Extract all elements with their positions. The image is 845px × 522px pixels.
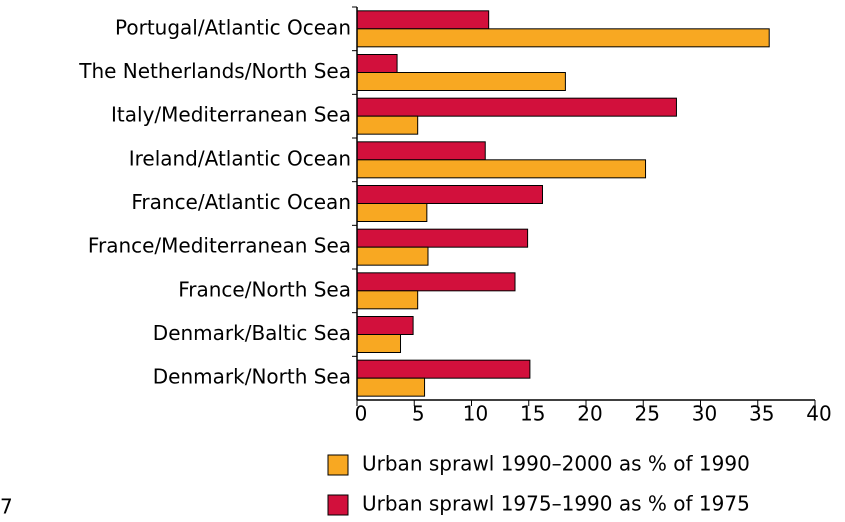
- x-tick-label: 0: [355, 402, 368, 426]
- note: 7: [0, 495, 13, 519]
- y-tick-label: France/Mediterranean Sea: [88, 234, 351, 258]
- bar: [356, 97, 677, 117]
- bar: [356, 272, 516, 292]
- bar: [356, 159, 647, 179]
- bar: [356, 54, 398, 73]
- bar: [356, 290, 419, 310]
- bar: [356, 185, 543, 204]
- y-tick-label: Denmark/Baltic Sea: [153, 321, 351, 345]
- y-tick-label: The Netherlands/North Sea: [78, 59, 351, 83]
- y-tick-label: Denmark/North Sea: [153, 365, 351, 389]
- bar: [356, 246, 429, 266]
- legend-label: Urban sprawl 1990–2000 as % of 1990: [362, 452, 750, 476]
- x-tick-label: 40: [806, 402, 831, 426]
- bar: [356, 316, 414, 335]
- x-tick-label: 15: [520, 402, 545, 426]
- y-tick-label: France/North Sea: [178, 277, 351, 301]
- x-tick-label: 10: [463, 402, 488, 426]
- bar: [356, 28, 770, 48]
- x-tick-label: 35: [749, 402, 774, 426]
- legend-swatch: [327, 494, 349, 516]
- bar: [356, 359, 531, 379]
- bar: [356, 115, 419, 135]
- y-tick-label: Portugal/Atlantic Ocean: [115, 15, 351, 39]
- bar: [356, 10, 490, 30]
- bar: [356, 228, 529, 248]
- legend-swatch: [327, 454, 349, 476]
- x-tick-label: 5: [412, 402, 425, 426]
- x-tick-label: 25: [635, 402, 660, 426]
- y-tick-label: Ireland/Atlantic Ocean: [129, 146, 351, 170]
- bar: [356, 203, 428, 222]
- bar: [356, 141, 486, 161]
- bar: [356, 377, 426, 397]
- legend-label: Urban sprawl 1975–1990 as % of 1975: [362, 492, 750, 516]
- x-tick-label: 20: [577, 402, 602, 426]
- bar: [356, 334, 402, 353]
- y-tick-label: Italy/Mediterranean Sea: [111, 103, 351, 127]
- x-tick-label: 30: [692, 402, 717, 426]
- bar: [356, 72, 566, 91]
- y-tick-label: France/Atlantic Ocean: [131, 190, 351, 214]
